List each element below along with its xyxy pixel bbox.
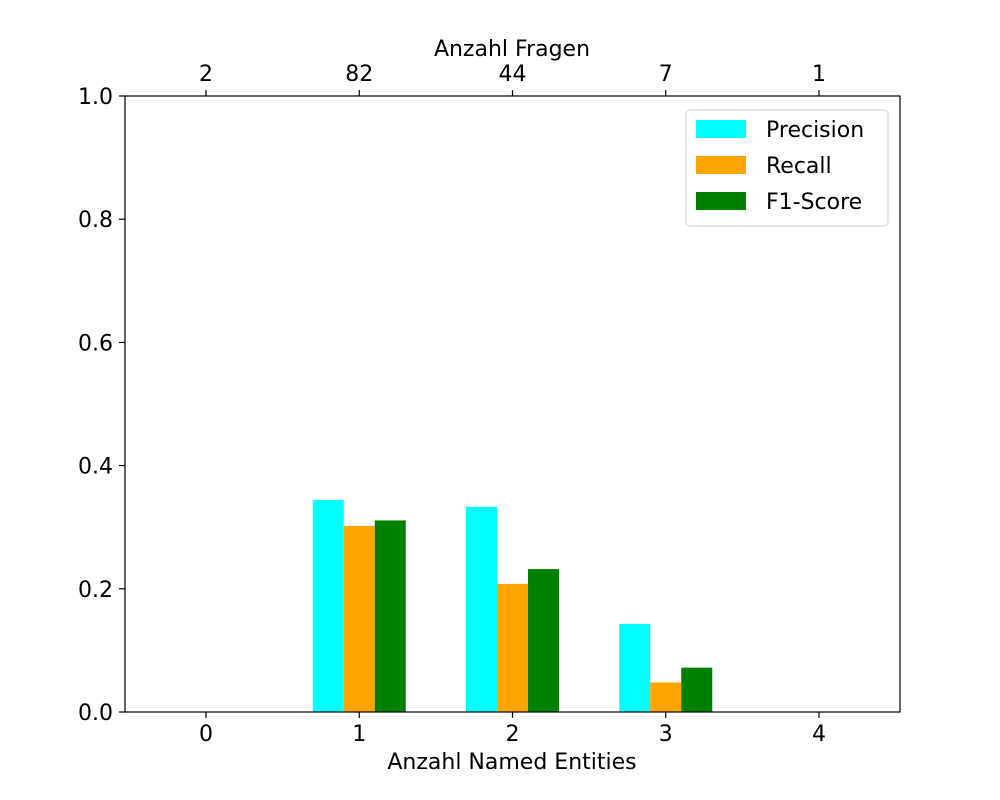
x-tick-label: 2 bbox=[506, 722, 520, 747]
top-tick-label: 2 bbox=[199, 62, 213, 87]
bar-f1-score-1 bbox=[374, 520, 406, 712]
y-tick-label: 0.8 bbox=[78, 208, 113, 233]
top-axis-title: Anzahl Fragen bbox=[434, 37, 590, 62]
bar-precision-1 bbox=[312, 500, 344, 712]
legend-swatch-recall bbox=[696, 156, 746, 174]
legend-swatch-precision bbox=[696, 120, 746, 138]
bar-precision-2 bbox=[466, 506, 497, 712]
bar-recall-1 bbox=[343, 525, 375, 712]
x-tick-label: 3 bbox=[659, 722, 673, 747]
y-tick-label: 0.0 bbox=[78, 701, 113, 726]
bar-f1-score-3 bbox=[681, 667, 713, 712]
legend-label-f1-score: F1-Score bbox=[766, 190, 862, 215]
top-tick-label: 44 bbox=[499, 62, 527, 87]
bars-layer bbox=[312, 500, 713, 712]
bar-f1-score-2 bbox=[528, 569, 559, 712]
x-tick-label: 1 bbox=[352, 722, 366, 747]
legend-label-recall: Recall bbox=[766, 154, 832, 179]
x-axis-title: Anzahl Named Entities bbox=[387, 750, 636, 775]
y-tick-label: 0.6 bbox=[78, 331, 113, 356]
bar-precision-3 bbox=[619, 623, 651, 712]
legend-label-precision: Precision bbox=[766, 118, 864, 143]
top-tick-label: 82 bbox=[345, 62, 373, 87]
x-tick-label: 0 bbox=[199, 722, 213, 747]
bar-recall-2 bbox=[497, 583, 528, 712]
y-tick-label: 1.0 bbox=[78, 85, 113, 110]
bar-recall-3 bbox=[650, 682, 682, 712]
legend-swatch-f1-score bbox=[696, 192, 746, 210]
y-axis: 0.0 0.2 0.4 0.6 0.8 1.0 bbox=[78, 85, 125, 726]
x-tick-label: 4 bbox=[812, 722, 826, 747]
y-tick-label: 0.4 bbox=[78, 455, 113, 480]
top-tick-label: 7 bbox=[659, 62, 673, 87]
top-x-axis: 2 82 44 7 1 bbox=[199, 62, 826, 96]
y-tick-label: 0.2 bbox=[78, 578, 113, 603]
top-tick-label: 1 bbox=[812, 62, 826, 87]
bottom-x-axis: 0 1 2 3 4 bbox=[199, 712, 826, 747]
legend: Precision Recall F1-Score bbox=[685, 109, 889, 227]
